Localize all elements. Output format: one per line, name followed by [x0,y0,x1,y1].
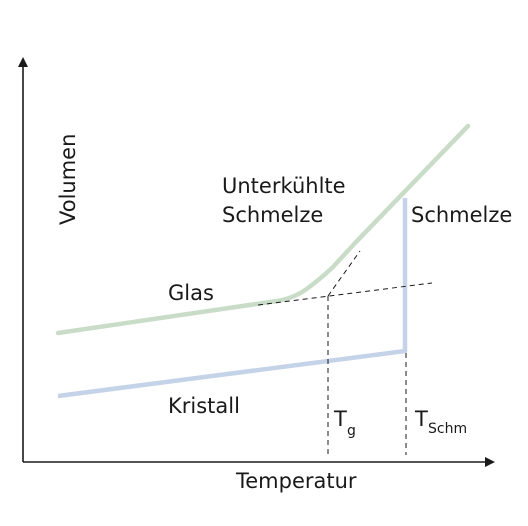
tg-label: T [333,407,347,431]
tm-subscript: Schm [428,421,467,437]
tg-subscript: g [347,423,356,439]
glass-extension-dashed [257,282,433,306]
crystal-curve [57,198,408,399]
supercooled-extension-dashed [327,250,361,297]
glass-melt-curve [55,123,471,336]
melt-label: Schmelze [411,203,512,227]
y-axis-label: Volumen [56,134,80,225]
crystal-label: Kristall [168,394,240,418]
x-axis-label: Temperatur [235,469,357,493]
supercooled-label-line1: Unterkühlte [222,174,346,198]
tm-label: T [414,407,428,431]
glass-label: Glas [168,281,214,305]
supercooled-label-line2: Schmelze [222,203,323,227]
